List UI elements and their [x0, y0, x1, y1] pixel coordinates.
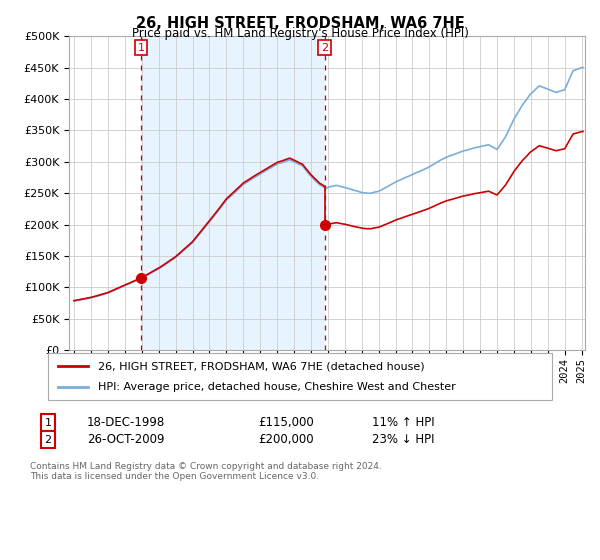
Text: 1: 1	[44, 418, 52, 428]
FancyBboxPatch shape	[48, 353, 552, 400]
Text: 2: 2	[321, 43, 328, 53]
Text: 1: 1	[137, 43, 145, 53]
Text: HPI: Average price, detached house, Cheshire West and Chester: HPI: Average price, detached house, Ches…	[98, 382, 456, 392]
Text: Contains HM Land Registry data © Crown copyright and database right 2024.
This d: Contains HM Land Registry data © Crown c…	[30, 462, 382, 482]
Text: 26-OCT-2009: 26-OCT-2009	[87, 433, 164, 446]
Bar	[141, 36, 325, 350]
Text: 2: 2	[44, 435, 52, 445]
Text: £115,000: £115,000	[258, 416, 314, 430]
Text: Price paid vs. HM Land Registry's House Price Index (HPI): Price paid vs. HM Land Registry's House …	[131, 27, 469, 40]
Text: 26, HIGH STREET, FRODSHAM, WA6 7HE: 26, HIGH STREET, FRODSHAM, WA6 7HE	[136, 16, 464, 31]
Text: £200,000: £200,000	[258, 433, 314, 446]
Text: 11% ↑ HPI: 11% ↑ HPI	[372, 416, 434, 430]
Text: 18-DEC-1998: 18-DEC-1998	[87, 416, 165, 430]
Text: 26, HIGH STREET, FRODSHAM, WA6 7HE (detached house): 26, HIGH STREET, FRODSHAM, WA6 7HE (deta…	[98, 361, 425, 371]
Text: 23% ↓ HPI: 23% ↓ HPI	[372, 433, 434, 446]
